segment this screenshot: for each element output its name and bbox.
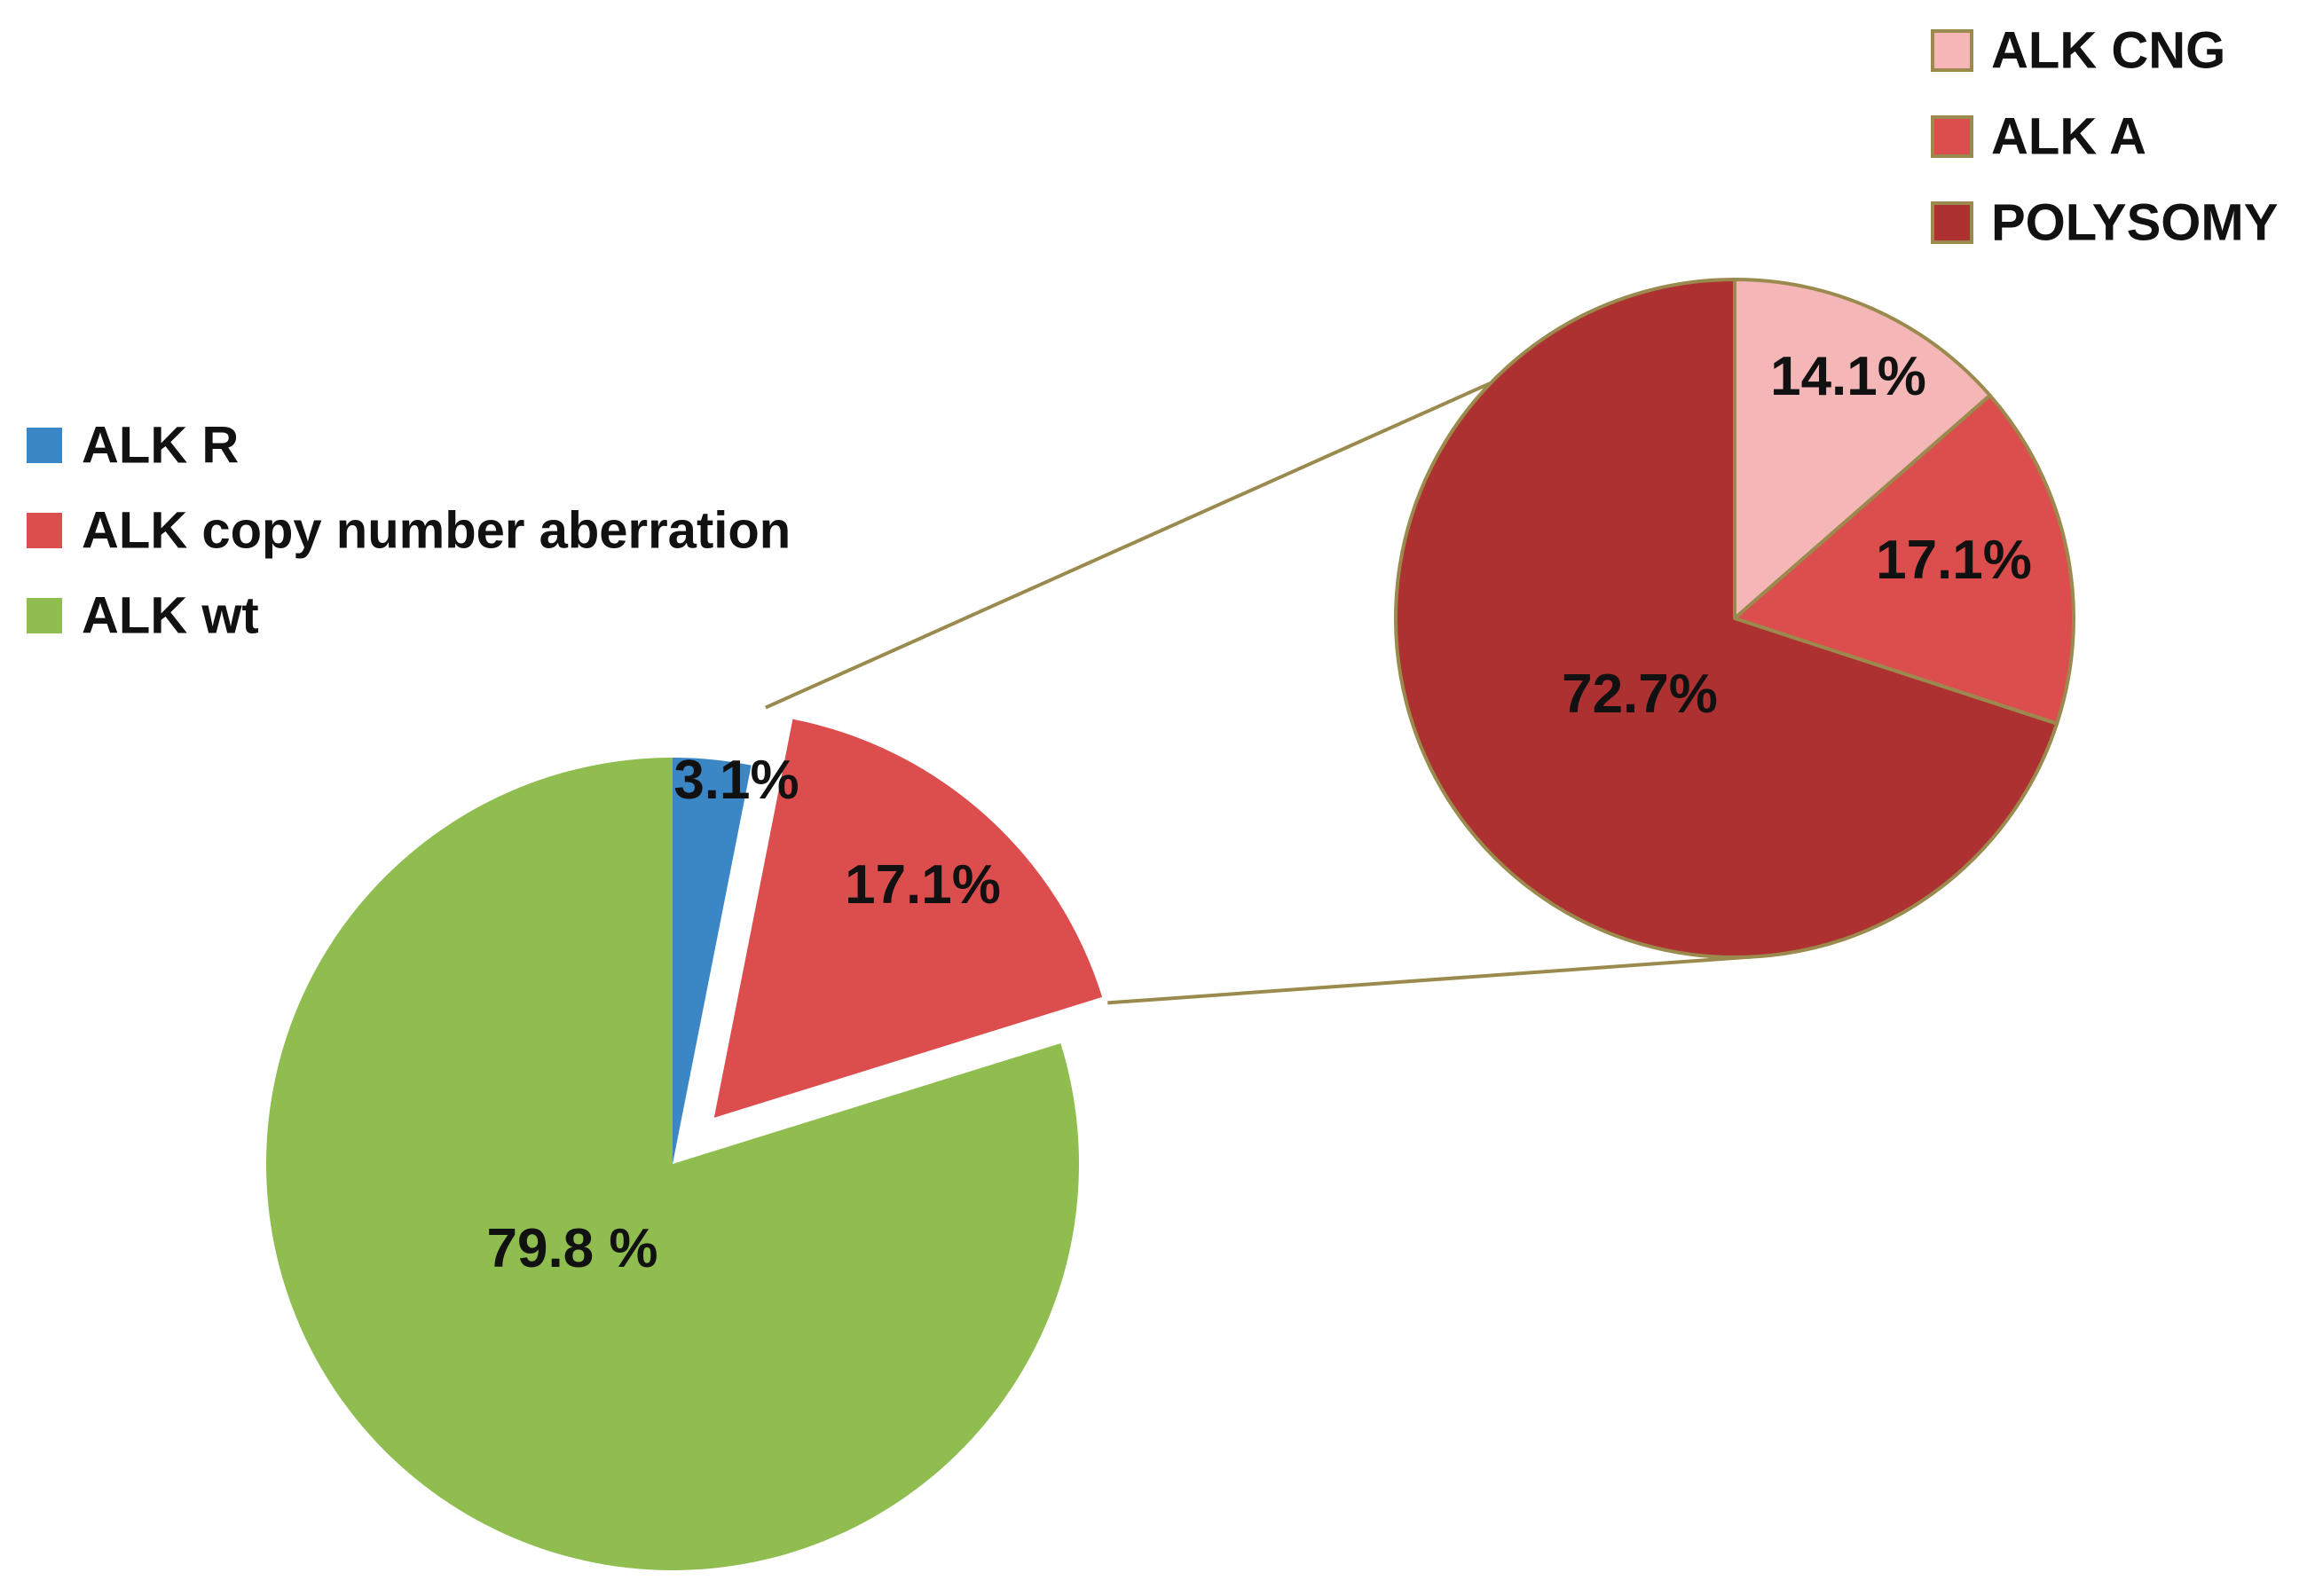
- breakdown-pie: 14.1% 17.1% 72.7%: [1394, 278, 2075, 959]
- main-pie: 3.1% 17.1% 79.8 %: [265, 719, 1103, 1570]
- pie-slice-alk-cng: [1733, 278, 1992, 620]
- legend-swatch-alk-copy-number-aberration: [27, 513, 62, 548]
- legend-label-alk-a: ALK A: [1991, 108, 2146, 166]
- legend-swatch-alk-cng: [1931, 29, 1973, 72]
- connector-line-bottom: [1107, 955, 1753, 1005]
- breakdown-legend: ALK CNG ALK A POLYSOMY: [1931, 22, 2278, 252]
- legend-label-alk-r: ALK R: [82, 417, 239, 475]
- data-label-alk-wt: 79.8 %: [486, 1218, 657, 1279]
- pie-connector-lines: [765, 381, 1753, 1005]
- data-label-alk-r: 3.1%: [673, 750, 799, 811]
- legend-swatch-alk-a: [1931, 115, 1973, 158]
- legend-swatch-alk-r: [27, 428, 62, 463]
- pie-slice-alk-r: [673, 758, 752, 1164]
- pie-slice-alk-a: [1733, 393, 2075, 726]
- data-label-alk-a: 17.1%: [1876, 530, 2032, 591]
- legend-label-polysomy: POLYSOMY: [1991, 194, 2278, 252]
- main-legend: ALK R ALK copy number aberration ALK wt: [27, 417, 791, 645]
- legend-label-alk-cng: ALK CNG: [1991, 22, 2225, 80]
- connector-line-top: [765, 381, 1492, 710]
- legend-label-alk-wt: ALK wt: [82, 587, 259, 645]
- pie-slice-alk-copy-number-aberration: [713, 719, 1103, 1118]
- data-label-polysomy: 72.7%: [1562, 664, 1718, 725]
- pie-slice-polysomy: [1394, 278, 2059, 959]
- legend-swatch-alk-wt: [27, 598, 62, 633]
- legend-label-alk-copy-number-aberration: ALK copy number aberration: [82, 502, 791, 560]
- legend-swatch-polysomy: [1931, 201, 1973, 244]
- pie-slice-alk-wt: [265, 758, 1079, 1570]
- data-label-alk-copy-number-aberration: 17.1%: [845, 854, 1001, 916]
- data-label-alk-cng: 14.1%: [1770, 346, 1926, 407]
